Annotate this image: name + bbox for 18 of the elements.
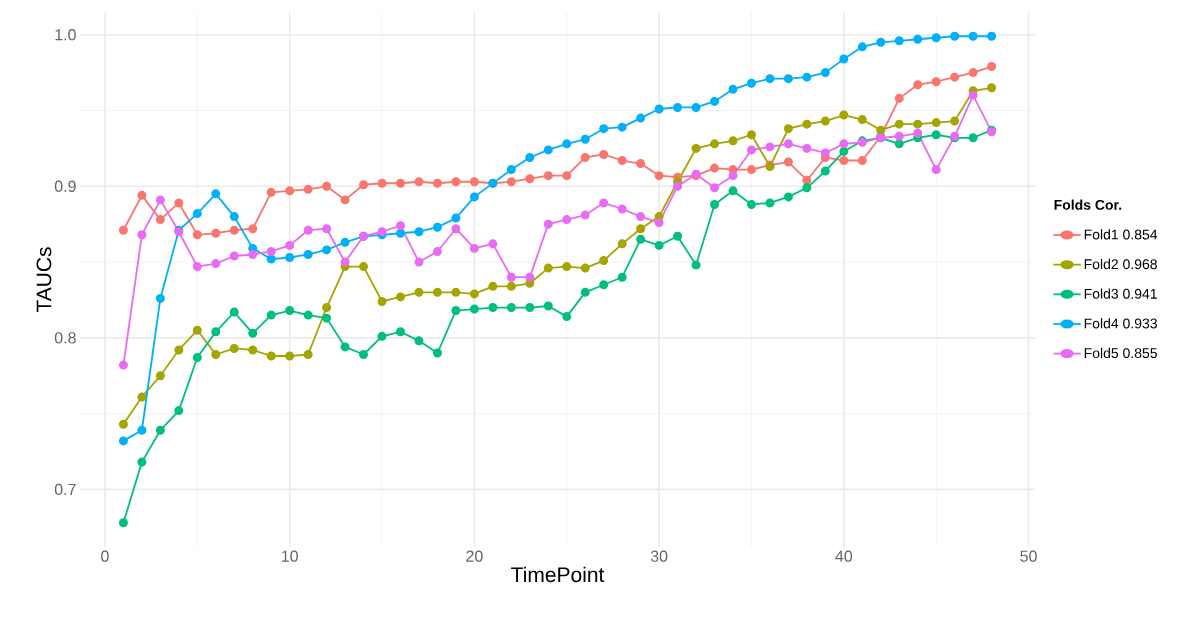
y-axis-title: TAUCs xyxy=(36,247,52,313)
legend-label: Fold1 0.854 xyxy=(1084,229,1158,240)
x-tick-label: 50 xyxy=(1020,550,1037,562)
x-tick-label: 20 xyxy=(466,550,483,562)
x-tick-label: 40 xyxy=(835,550,853,562)
x-tick-label: 30 xyxy=(650,550,668,562)
legend-label: Fold4 0.933 xyxy=(1084,318,1157,329)
y-tick-label: 0.7 xyxy=(54,483,76,496)
y-tick-label: 1.0 xyxy=(55,29,76,41)
legend-title: Folds Cor. xyxy=(1054,199,1122,210)
y-tick-label: 0.8 xyxy=(54,332,76,344)
x-tick-label: 10 xyxy=(281,550,298,562)
legend-label: Fold2 0.968 xyxy=(1084,258,1157,270)
x-axis-title: TimePoint xyxy=(511,566,605,583)
x-tick-label: 0 xyxy=(101,550,109,562)
legend-label: Fold5 0.855 xyxy=(1084,347,1157,359)
y-tick-label: 0.9 xyxy=(54,180,76,192)
legend-label: Fold3 0.941 xyxy=(1084,288,1157,299)
